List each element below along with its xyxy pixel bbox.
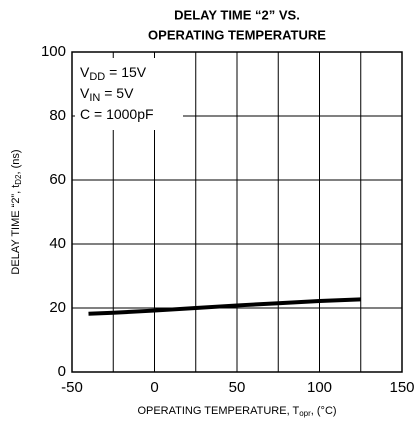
y-axis-label-text: DELAY TIME “2”, t: [10, 185, 22, 275]
annotation: VDD = 15V: [80, 64, 147, 83]
x-axis-label: OPERATING TEMPERATURE, Topr, (°C): [137, 405, 336, 418]
annotation-part: DD: [89, 71, 105, 83]
annotation-part: V: [80, 64, 90, 80]
annotation: VIN = 5V: [80, 85, 134, 104]
x-tick-label: 150: [389, 379, 414, 396]
y-tick-label: 20: [49, 299, 66, 316]
x-axis-label-text: OPERATING TEMPERATURE, T: [137, 405, 299, 417]
chart-title: OPERATING TEMPERATURE: [148, 27, 326, 42]
y-axis-label: DELAY TIME “2”, tD2, (ns): [10, 149, 23, 274]
y-tick-label: 0: [58, 363, 66, 380]
x-tick-label: 0: [150, 379, 158, 396]
y-tick-label: 80: [49, 107, 66, 124]
chart-title: DELAY TIME “2” VS.: [174, 7, 300, 22]
annotation-part: V: [80, 85, 90, 101]
x-axis-label-text: , (°C): [311, 405, 337, 417]
y-axis-label-sub: D2: [14, 174, 23, 185]
y-tick-label: 100: [41, 43, 66, 60]
annotation-part: C = 1000pF: [80, 106, 154, 122]
plot: [88, 297, 361, 316]
annotation-part: = 5V: [100, 85, 134, 101]
y-tick-label: 40: [49, 235, 66, 252]
x-tick-label: -50: [61, 379, 83, 396]
annotation: C = 1000pF: [80, 106, 154, 122]
x-axis-label-sub: opr: [299, 409, 311, 418]
annotation-part: IN: [89, 92, 100, 104]
plot-frame: [71, 51, 403, 373]
y-tick-label: 60: [49, 171, 66, 188]
x-tick-label: 100: [307, 379, 332, 396]
x-tick-label: 50: [229, 379, 246, 396]
annotation-part: = 15V: [105, 64, 147, 80]
line: [88, 297, 361, 316]
y-axis-label-text: , (ns): [10, 149, 22, 174]
annotation-box: [75, 58, 183, 130]
